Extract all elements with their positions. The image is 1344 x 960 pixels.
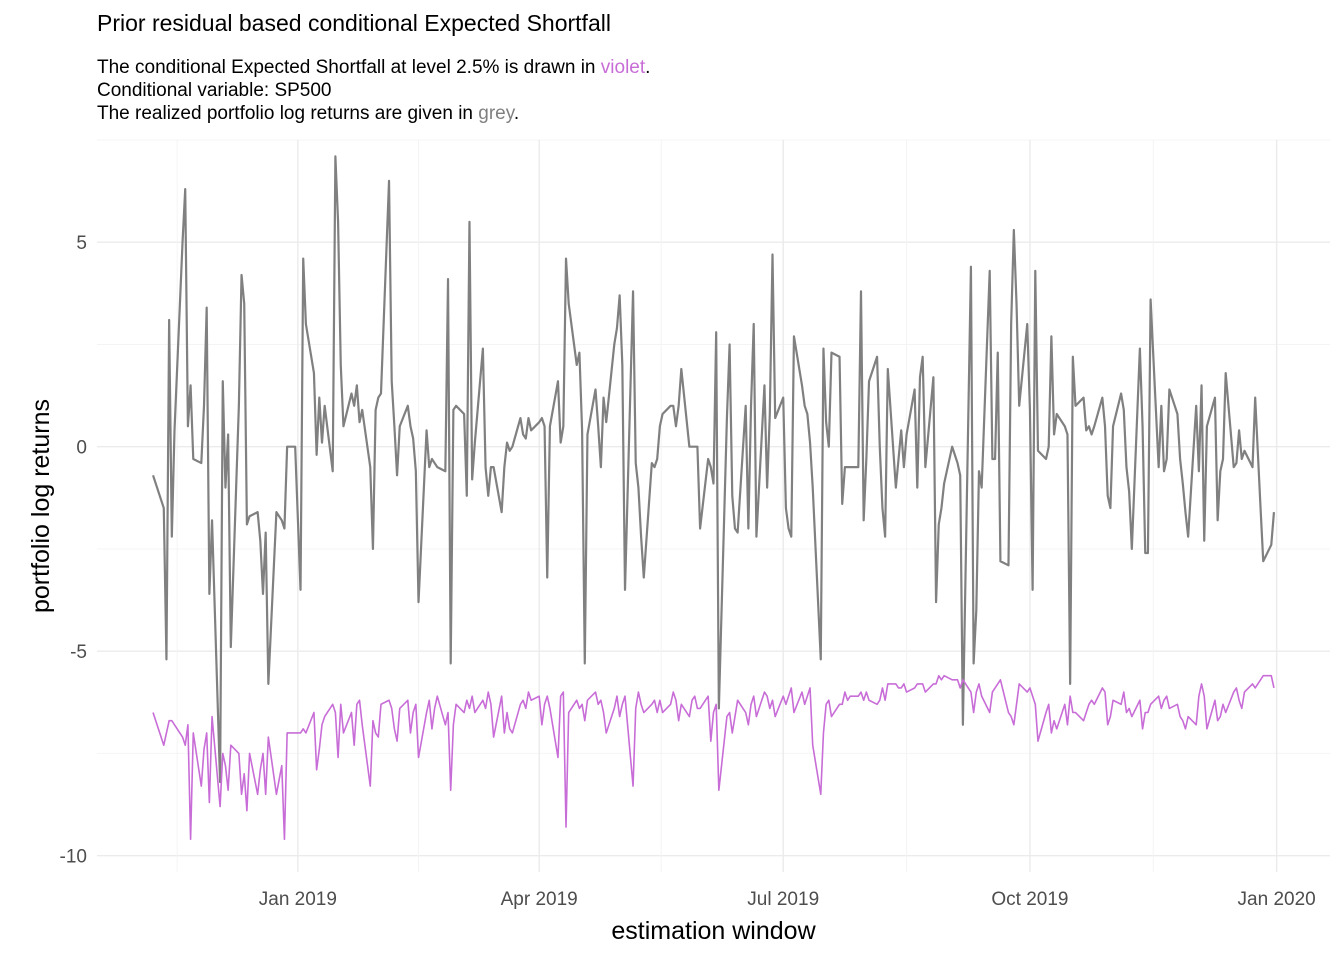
y-tick-label: -5 (70, 642, 87, 663)
chart-title: Prior residual based conditional Expecte… (97, 10, 611, 36)
violet-word: violet (600, 57, 646, 78)
x-axis-ticks: Jan 2019 Apr 2019 Jul 2019 Oct 2019 Jan 2020 (259, 889, 1316, 910)
x-tick-label: Jan 2020 (1238, 889, 1316, 910)
y-tick-label: 0 (76, 438, 87, 459)
x-tick-label: Jul 2019 (747, 889, 819, 910)
series-lines (152, 155, 1276, 841)
series-portfolio-returns-line (152, 155, 1276, 784)
x-tick-label: Oct 2019 (991, 889, 1068, 910)
y-tick-label: -10 (60, 847, 87, 868)
chart-subtitle: The conditional Expected Shortfall at le… (97, 56, 650, 125)
series-expected-shortfall-line (152, 674, 1275, 841)
x-tick-label: Jan 2019 (259, 889, 337, 910)
subtitle-line-3: The realized portfolio log returns are g… (97, 103, 520, 124)
y-axis-ticks: -10 -5 0 5 (60, 233, 87, 867)
grey-word: grey (478, 103, 514, 124)
x-axis-title: estimation window (611, 917, 816, 945)
x-tick-label: Apr 2019 (501, 889, 578, 910)
y-axis-title: portfolio log returns (27, 399, 55, 613)
subtitle-line-2: Conditional variable: SP500 (97, 80, 332, 101)
y-tick-label: 5 (76, 233, 87, 254)
subtitle-line-1: The conditional Expected Shortfall at le… (97, 57, 651, 78)
